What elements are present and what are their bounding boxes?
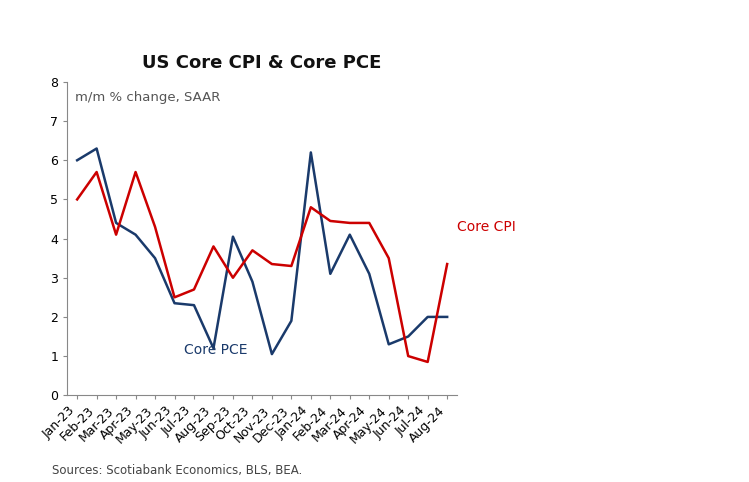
Text: Core CPI: Core CPI xyxy=(457,220,515,234)
Text: Core PCE: Core PCE xyxy=(184,343,248,357)
Text: Sources: Scotiabank Economics, BLS, BEA.: Sources: Scotiabank Economics, BLS, BEA. xyxy=(52,464,303,477)
Text: m/m % change, SAAR: m/m % change, SAAR xyxy=(75,91,220,104)
Title: US Core CPI & Core PCE: US Core CPI & Core PCE xyxy=(142,54,382,72)
